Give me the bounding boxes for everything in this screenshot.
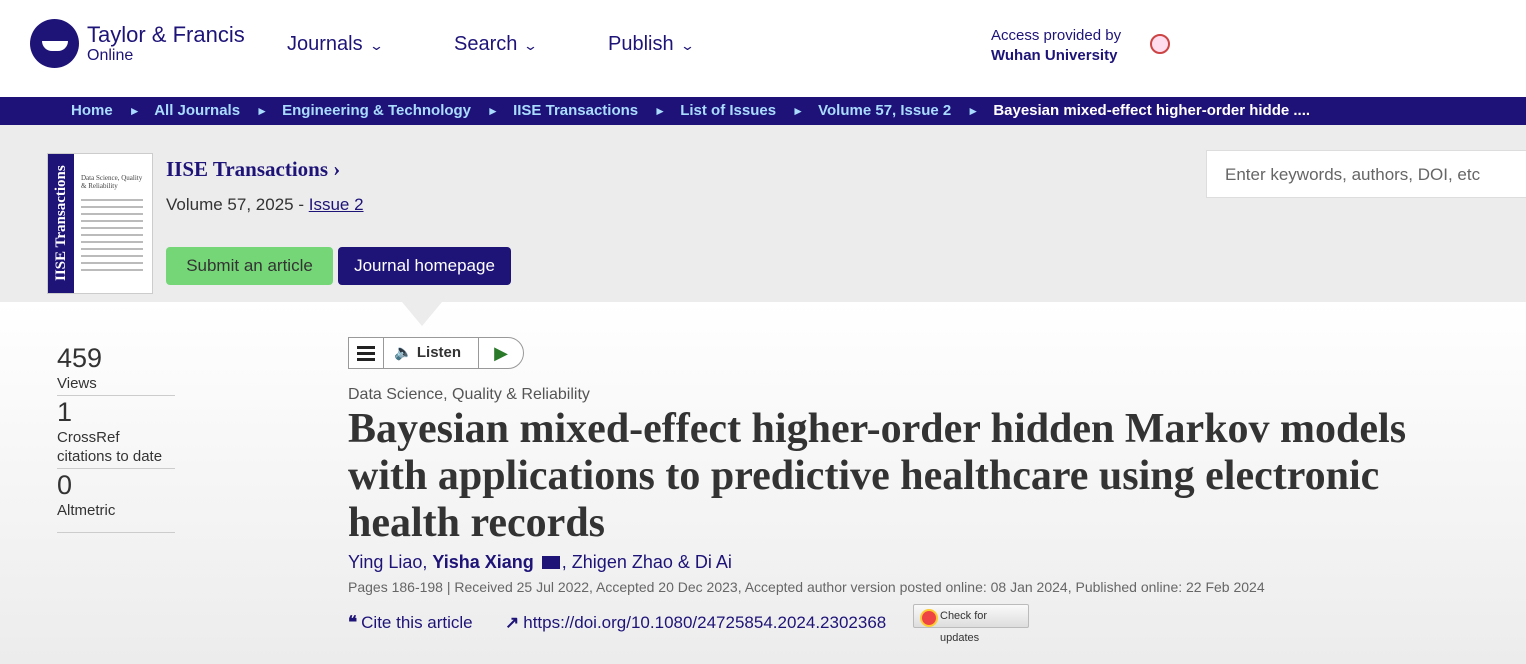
breadcrumb-all-journals[interactable]: All Journals [154,102,241,119]
triangle-right-icon: ► [487,104,499,118]
journal-header-pointer [402,302,442,326]
menu-icon[interactable] [349,338,384,368]
author[interactable]: , Zhigen Zhao & Di Ai [561,552,732,572]
journal-homepage-button[interactable]: Journal homepage [338,247,511,285]
breadcrumb-volume[interactable]: Volume 57, Issue 2 [818,102,952,119]
journal-title-link[interactable]: IISE Transactions › [166,157,340,182]
brand-sub: Online [87,46,134,64]
brand-name: Taylor & Francis [87,21,245,47]
doi-label: https://doi.org/10.1080/24725854.2024.23… [523,613,887,632]
logo[interactable]: Taylor & Francis Online [30,19,245,68]
metric-altmetric: 0 Altmetric [57,469,175,533]
metric-views: 459 Views [57,342,175,396]
envelope-icon[interactable] [541,556,560,569]
play-icon[interactable]: ▶ [494,342,508,363]
cover-spine: IISE Transactions [48,154,74,293]
author-list: Ying Liao, Yisha Xiang , Zhigen Zhao & Di… [348,552,732,573]
breadcrumb-journal[interactable]: IISE Transactions [513,102,639,119]
cover-title: Data Science, Quality & Reliability [81,174,143,190]
speaker-icon: 🔈 [394,344,413,361]
listen-button[interactable]: 🔈 Listen [384,338,479,368]
triangle-right-icon: ► [128,104,141,118]
metric-value: 1 [57,397,73,427]
metric-label: Altmetric [57,502,116,519]
submit-article-button[interactable]: Submit an article [166,247,333,285]
chevron-right-icon: › [333,157,341,181]
nav-label: Search [454,33,518,55]
metric-value: 459 [57,343,103,373]
chevron-down-icon: ⌄ [523,38,539,53]
chevron-down-icon: ⌄ [368,38,384,53]
article-title: Bayesian mixed-effect higher-order hidde… [348,406,1407,546]
breadcrumb-current: Bayesian mixed-effect higher-order hidde… [993,102,1311,119]
quote-icon: ❝ [348,613,358,632]
check-for-updates-button[interactable]: Check for updates [913,604,1029,644]
breadcrumb-engineering[interactable]: Engineering & Technology [282,102,472,119]
journal-title: IISE Transactions [166,157,329,181]
listen-label: Listen [416,344,462,361]
logo-icon [30,19,79,68]
triangle-right-icon: ► [792,104,804,118]
author[interactable]: Ying Liao, [348,552,428,572]
external-link-icon: ↗ [505,613,520,632]
access-institution: Wuhan University [991,47,1118,64]
chevron-down-icon: ⌄ [679,38,695,53]
site-header: Taylor & Francis Online Journals ⌄ Search ⌄… [0,0,1526,97]
issue-link[interactable]: Issue 2 [308,195,364,214]
volume-text: Volume 57, 2025 - [166,195,309,214]
journal-cover[interactable]: IISE Transactions Data Science, Quality … [47,153,153,294]
triangle-right-icon: ► [256,104,268,118]
institution-logo-icon [1150,34,1170,54]
nav-journals[interactable]: Journals ⌄ [287,33,384,56]
triangle-right-icon: ► [967,104,980,118]
listen-player: 🔈 Listen ▶ [348,337,524,369]
breadcrumb-home[interactable]: Home [71,102,113,119]
cite-label: Cite this article [361,613,473,632]
cite-article-link[interactable]: ❝ Cite this article [348,613,473,633]
doi-link[interactable]: ↗ https://doi.org/10.1080/24725854.2024.2… [505,613,886,633]
breadcrumb-issues[interactable]: List of Issues [680,102,777,119]
journal-header: IISE Transactions Data Science, Quality … [0,125,1526,303]
metric-value: 0 [57,470,73,500]
access-label: Access provided by [991,27,1122,44]
metric-label: Views [57,375,97,392]
breadcrumb: Home ► All Journals ► Engineering & Techno… [0,97,1526,125]
search-input[interactable]: Enter keywords, authors, DOI, etc [1206,150,1526,198]
metric-label: CrossRef citations to date [57,429,163,465]
publication-history: Pages 186-198 | Received 25 Jul 2022, Ac… [348,579,1265,595]
metric-crossref: 1 CrossRef citations to date [57,396,175,469]
nav-label: Publish [608,33,674,55]
journal-volume: Volume 57, 2025 - Issue 2 [166,195,364,215]
article-category: Data Science, Quality & Reliability [348,386,590,403]
article-main: 459 Views 1 CrossRef citations to date 0 Al… [0,302,1526,664]
access-info: Access provided by Wuhan University [991,26,1121,66]
nav-search[interactable]: Search ⌄ [454,33,539,56]
nav-publish[interactable]: Publish ⌄ [608,33,695,56]
triangle-right-icon: ► [654,104,667,118]
author[interactable]: Yisha Xiang [432,552,534,572]
article-metrics: 459 Views 1 CrossRef citations to date 0 Al… [57,342,175,533]
nav-label: Journals [287,33,363,55]
